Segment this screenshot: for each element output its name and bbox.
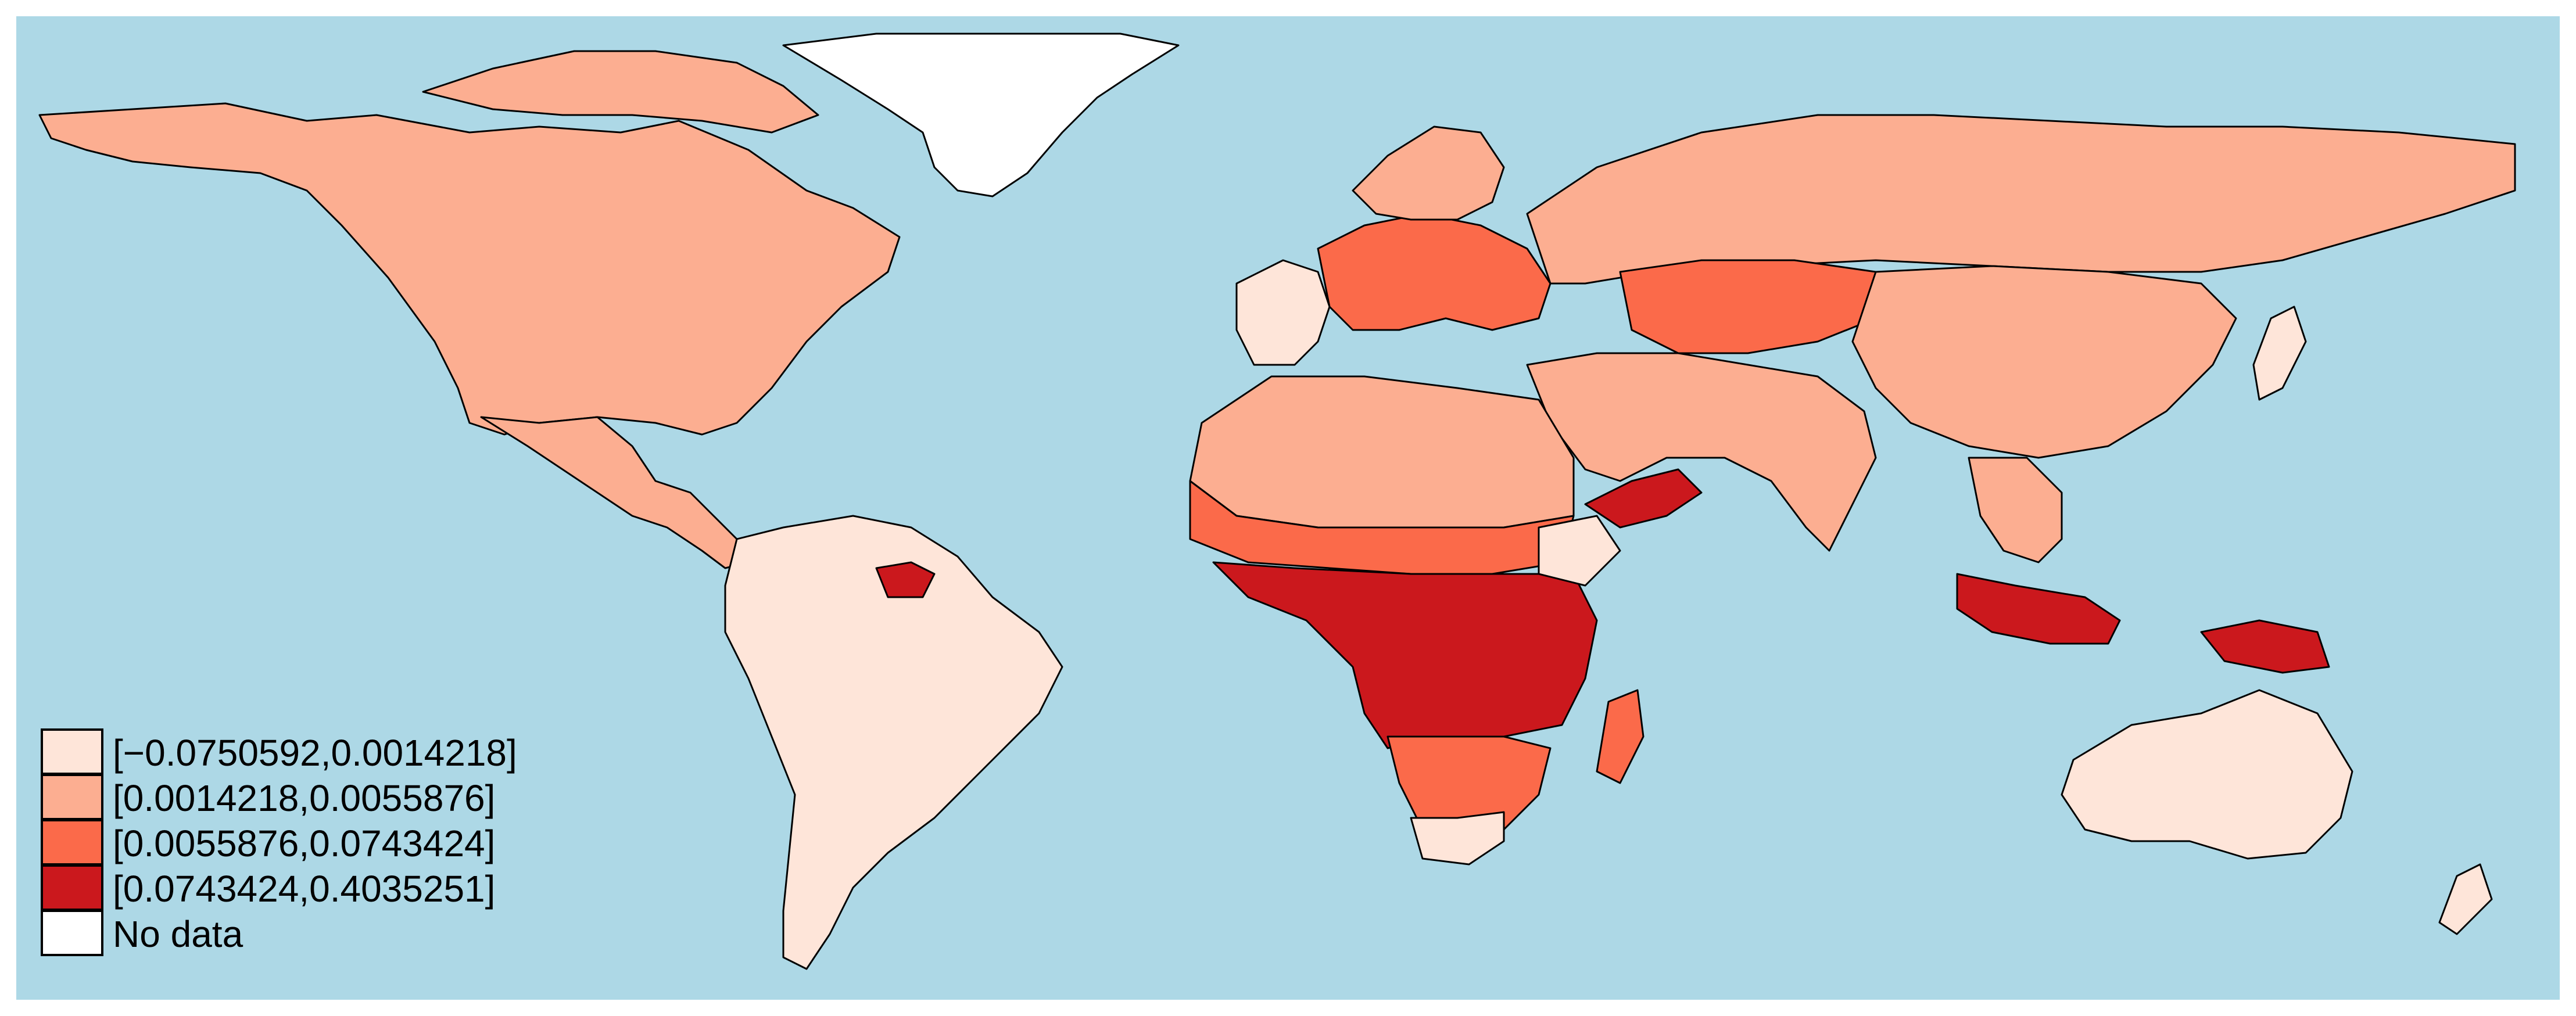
region-east-asia	[1851, 265, 2237, 459]
legend-label: No data	[113, 913, 243, 955]
legend-label: [0.0743424,0.4035251]	[113, 868, 495, 910]
region-central-asia	[1619, 259, 1877, 354]
legend-label: [−0.0750592,0.0014218]	[113, 732, 517, 774]
world-choropleth-map: [−0.0750592,0.0014218] [0.0014218,0.0055…	[16, 16, 2560, 1000]
region-madagascar	[1596, 689, 1645, 784]
region-papua-new-guinea	[2200, 619, 2330, 674]
legend-swatch	[41, 819, 103, 866]
legend-swatch	[41, 728, 103, 775]
legend-label: [0.0055876,0.0743424]	[113, 823, 495, 864]
legend-swatch	[41, 910, 103, 956]
region-north-africa	[1189, 375, 1575, 529]
legend: [−0.0750592,0.0014218] [0.0014218,0.0055…	[41, 728, 517, 956]
region-south-america	[724, 515, 1063, 970]
legend-entry: [0.0014218,0.0055876]	[41, 774, 495, 820]
region-yemen-oman	[1584, 468, 1703, 529]
region-south-africa	[1410, 811, 1505, 866]
legend-swatch	[41, 774, 103, 820]
region-greenland	[782, 33, 1180, 198]
legend-entry: [0.0055876,0.0743424]	[41, 819, 495, 866]
region-japan	[2252, 306, 2307, 401]
region-australia	[2061, 689, 2353, 860]
region-north-america	[38, 102, 901, 436]
region-ethiopia	[1538, 515, 1621, 587]
region-middle-east-south-asia	[1526, 352, 1877, 552]
region-western-europe	[1235, 259, 1331, 366]
region-new-zealand	[2438, 863, 2493, 935]
region-sub-saharan-africa	[1212, 561, 1598, 749]
legend-entry: [−0.0750592,0.0014218]	[41, 728, 517, 775]
region-scandinavia	[1352, 125, 1505, 221]
map-canvas: [−0.0750592,0.0014218] [0.0014218,0.0055…	[16, 16, 2560, 1000]
legend-swatch	[41, 864, 103, 911]
legend-entry: [0.0743424,0.4035251]	[41, 864, 495, 911]
region-southeast-asia	[1968, 457, 2063, 563]
region-guianas	[875, 561, 936, 598]
legend-label: [0.0014218,0.0055876]	[113, 777, 495, 819]
legend-entry: No data	[41, 910, 243, 956]
region-arctic-islands	[422, 50, 819, 134]
region-indonesia	[1956, 573, 2121, 645]
